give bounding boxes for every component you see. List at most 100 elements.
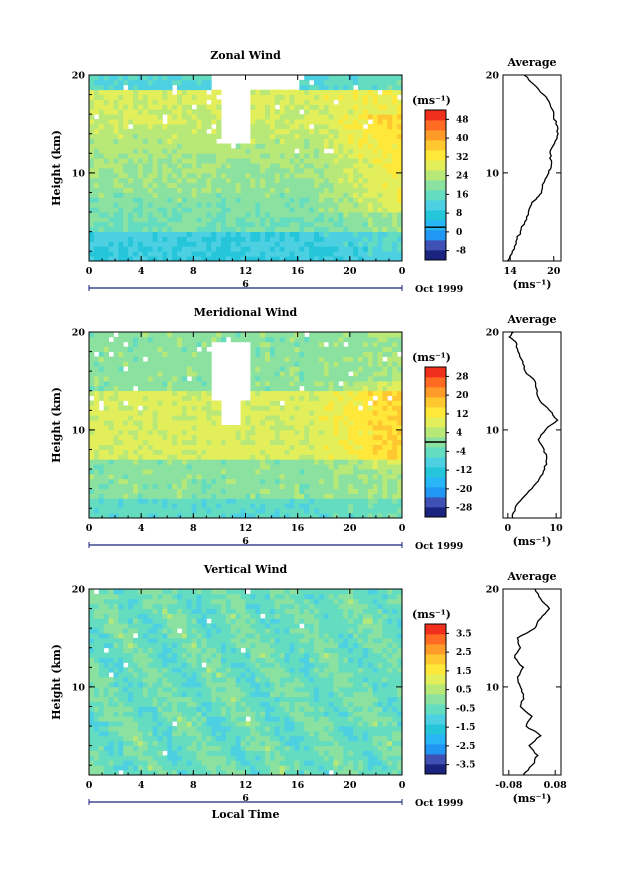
heatmap-cell: [93, 488, 100, 494]
heatmap-cell: [372, 128, 378, 135]
heatmap-cell: [108, 425, 114, 431]
heatmap-cell: [196, 256, 202, 262]
heatmap-cell: [323, 395, 330, 401]
heatmap-cell: [201, 94, 207, 100]
heatmap-cell: [123, 89, 129, 95]
heatmap-cell: [304, 351, 310, 357]
heatmap-cell: [201, 371, 207, 377]
heatmap-cell: [314, 177, 320, 184]
heatmap-cell: [289, 114, 295, 120]
heatmap-cell: [142, 483, 149, 489]
heatmap-cell: [387, 207, 393, 213]
heatmap-cell: [294, 158, 300, 164]
heatmap-cell: [98, 740, 105, 746]
heatmap-cell: [392, 498, 398, 504]
heatmap-cell: [93, 765, 100, 771]
heatmap-cell: [103, 662, 109, 668]
heatmap-cell: [309, 434, 315, 441]
heatmap-cell: [314, 371, 320, 377]
heatmap-cell: [103, 163, 109, 169]
colorbar-label: 12: [456, 410, 469, 420]
heatmap-cell: [98, 716, 105, 722]
heatmap-cell: [343, 94, 349, 100]
heatmap-cell: [328, 434, 334, 441]
heatmap-cell: [196, 182, 202, 188]
heatmap-cell: [284, 395, 290, 401]
heatmap-cell: [118, 212, 124, 218]
y-tick-label: 20: [72, 328, 86, 339]
heatmap-cell: [108, 667, 114, 673]
heatmap-cell: [284, 503, 290, 509]
heatmap-cell: [270, 464, 276, 470]
heatmap-cell: [274, 226, 281, 232]
heatmap-cell: [270, 439, 276, 445]
heatmap-cell: [318, 361, 325, 367]
heatmap-cell: [284, 216, 290, 223]
heatmap-cell: [372, 177, 378, 184]
heatmap-cell: [142, 148, 149, 154]
heatmap-cell: [309, 390, 315, 396]
heatmap-cell: [338, 114, 344, 120]
heatmap-cell: [304, 138, 310, 144]
heatmap-cell: [118, 123, 124, 130]
heatmap-cell: [211, 212, 217, 218]
heatmap-cell: [299, 376, 305, 382]
heatmap-cell: [314, 366, 320, 372]
heatmap-cell: [230, 187, 237, 193]
heatmap-cell: [113, 473, 119, 480]
heatmap-cell: [358, 109, 364, 115]
heatmap-cell: [181, 123, 188, 130]
heatmap-cell: [216, 158, 222, 164]
heatmap-cell: [260, 366, 266, 372]
heatmap-cell: [304, 508, 310, 514]
heatmap-cell: [358, 488, 364, 494]
heatmap-cell: [196, 177, 202, 184]
heatmap-cell: [89, 109, 95, 115]
heatmap-cell: [279, 380, 285, 387]
heatmap-cell: [147, 177, 153, 184]
heatmap-cell: [98, 503, 105, 509]
heatmap-cell: [338, 395, 344, 401]
heatmap-cell: [348, 251, 354, 257]
heatmap-cell: [216, 187, 222, 193]
heatmap-cell: [309, 153, 315, 159]
heatmap-cell: [108, 429, 114, 436]
heatmap-cell: [162, 231, 168, 237]
heatmap-cell: [186, 123, 193, 130]
heatmap-cell: [314, 119, 320, 125]
heatmap-cell: [294, 192, 300, 198]
heatmap-cell: [392, 503, 398, 509]
heatmap-cell: [103, 730, 109, 737]
heatmap-cell: [147, 429, 153, 436]
heatmap-cell: [353, 75, 359, 81]
heatmap-cell: [382, 251, 388, 257]
heatmap-cell: [152, 341, 158, 348]
heatmap-cell: [353, 153, 359, 159]
heatmap-cell: [113, 177, 119, 184]
heatmap-cell: [382, 346, 388, 352]
heatmap-cell: [318, 332, 325, 338]
heatmap-cell: [304, 336, 310, 343]
heatmap-cell: [323, 84, 330, 91]
heatmap-cell: [147, 119, 153, 125]
heatmap-cell: [323, 99, 330, 105]
heatmap-cell: [274, 351, 281, 357]
heatmap-cell: [98, 246, 105, 252]
heatmap-cell: [323, 332, 330, 338]
heatmap-cell: [201, 376, 207, 382]
heatmap-cell: [279, 251, 285, 257]
heatmap-cell: [103, 385, 109, 392]
heatmap-cell: [304, 256, 310, 262]
heatmap-cell: [98, 153, 105, 159]
heatmap-cell: [294, 366, 300, 372]
heatmap-cell: [279, 148, 285, 154]
heatmap-cell: [304, 168, 310, 174]
heatmap-cell: [206, 483, 212, 489]
heatmap-cell: [147, 163, 153, 169]
heatmap-cell: [137, 493, 144, 499]
heatmap-cell: [314, 503, 320, 509]
heatmap-cell: [270, 415, 276, 421]
heatmap-cell: [333, 133, 339, 139]
heatmap-cell: [284, 187, 290, 193]
heatmap-cell: [284, 390, 290, 396]
